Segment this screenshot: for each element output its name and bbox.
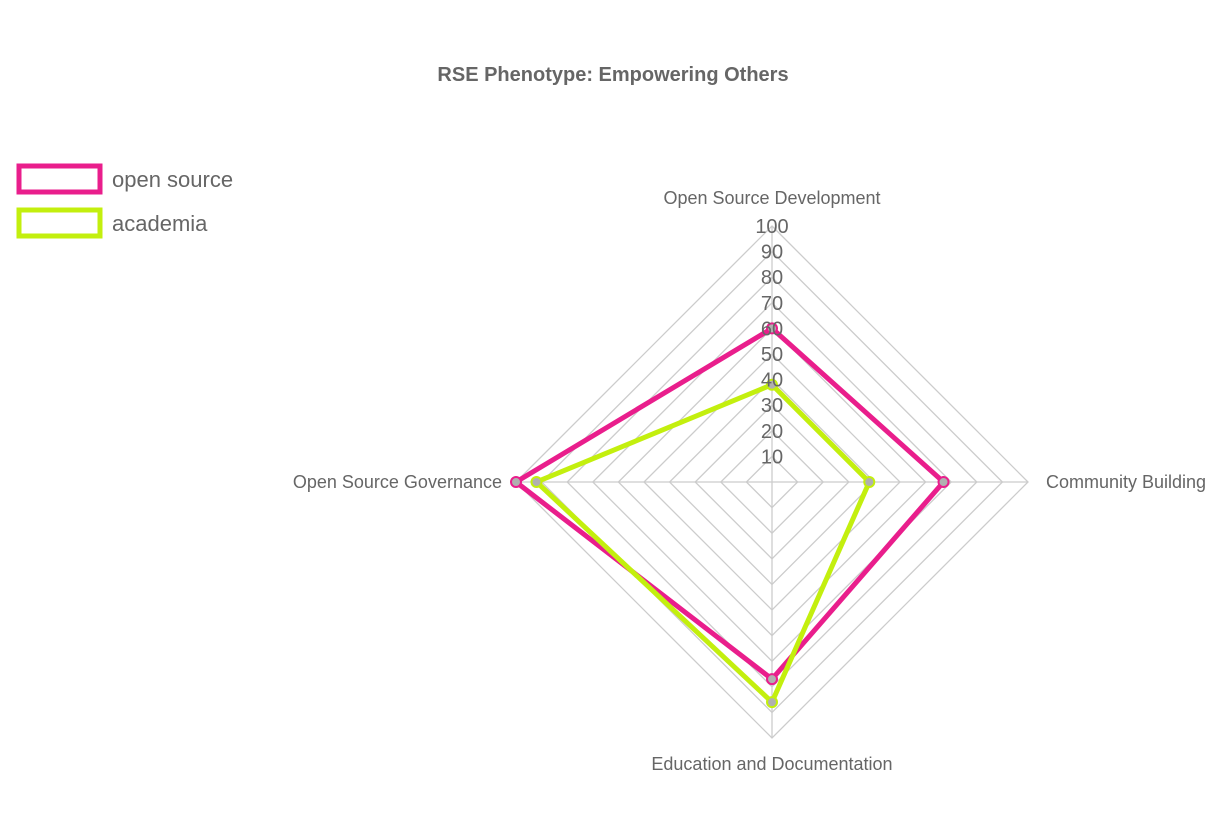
series-point-1-1	[863, 476, 876, 488]
legend-label-1: academia	[112, 211, 208, 236]
axis-label-3: Open Source Governance	[293, 472, 502, 492]
tick-label-90: 90	[761, 242, 783, 264]
tick-label-80: 80	[761, 267, 783, 289]
radar-grid	[515, 225, 1029, 739]
tick-label-70: 70	[761, 293, 783, 315]
chart-title: RSE Phenotype: Empowering Others	[437, 64, 788, 86]
series-point-1-2	[766, 696, 778, 709]
series-1	[530, 378, 876, 709]
series-point-1-0	[766, 378, 778, 391]
tick-label-60: 60	[761, 318, 783, 340]
series-line-0	[511, 325, 948, 683]
series-point-0-1	[937, 476, 950, 488]
radial-tick-labels: 10 20 30 40 50 60 70 80 90 100	[755, 216, 788, 468]
axis-label-2: Education and Documentation	[651, 754, 892, 774]
tick-label-30: 30	[761, 395, 783, 417]
axis-label-1: Community Building	[1046, 472, 1206, 492]
legend-label-0: open source	[112, 167, 233, 192]
legend: open source academia	[16, 163, 233, 239]
legend-swatch-1	[16, 207, 103, 239]
legend-swatch-0	[16, 163, 103, 195]
radar-series-layer	[510, 322, 950, 709]
legend-item-1[interactable]: academia	[16, 207, 208, 239]
series-point-0-0	[766, 322, 778, 335]
tick-label-50: 50	[761, 344, 783, 366]
series-point-1-3	[530, 476, 543, 488]
tick-label-10: 10	[761, 446, 783, 468]
series-line-1	[531, 381, 873, 707]
tick-label-40: 40	[761, 370, 783, 392]
legend-item-0[interactable]: open source	[16, 163, 233, 195]
series-point-0-3	[510, 476, 522, 488]
tick-label-100: 100	[755, 216, 788, 238]
axis-labels: Open Source Development Community Buildin…	[293, 188, 1206, 774]
tick-label-20: 20	[761, 421, 783, 443]
series-point-0-2	[766, 673, 778, 686]
series-0	[510, 322, 950, 686]
axis-label-0: Open Source Development	[663, 188, 880, 208]
